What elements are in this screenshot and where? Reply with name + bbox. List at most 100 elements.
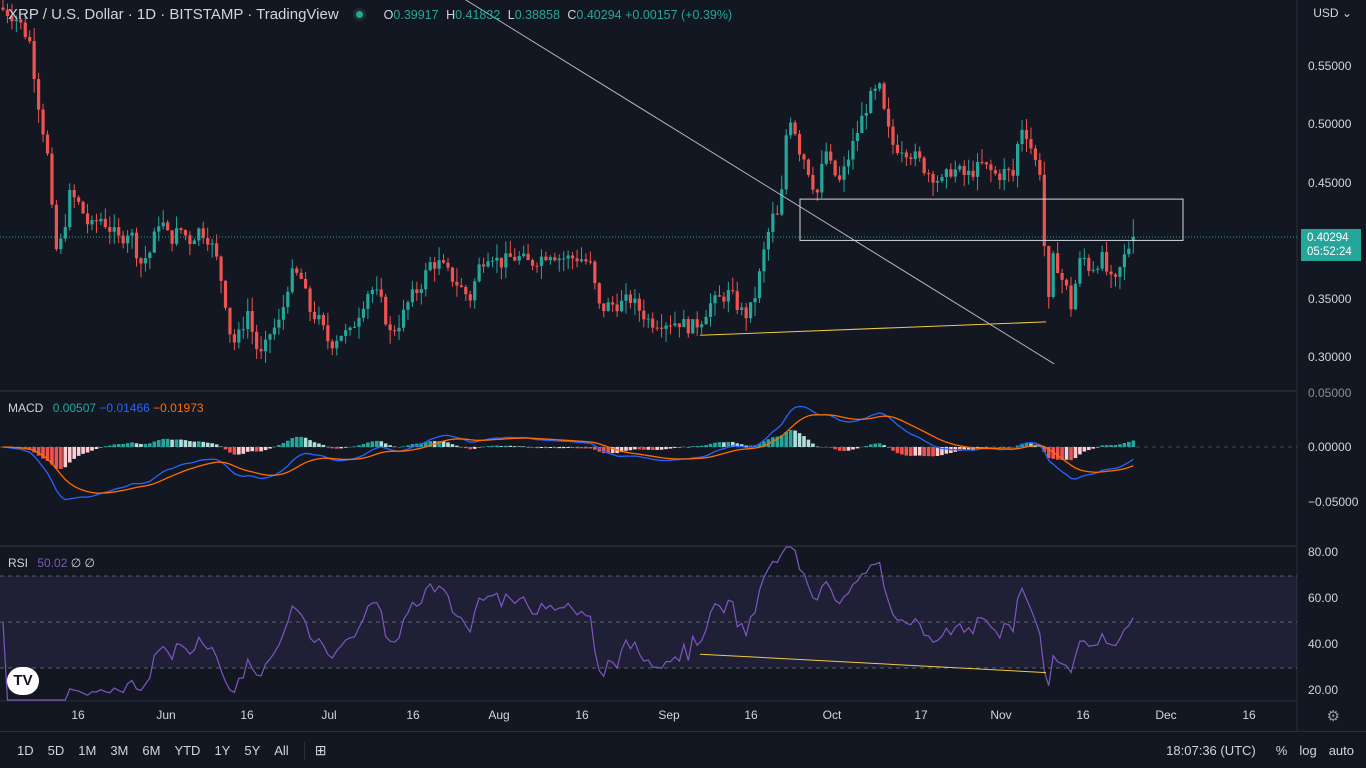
- percent-toggle[interactable]: %: [1275, 743, 1288, 758]
- candle-body: [272, 327, 277, 335]
- right-controls: 18:07:36 (UTC) % log auto: [1166, 732, 1366, 768]
- macd-histogram-bar: [54, 447, 59, 469]
- compare-icon[interactable]: ⊞: [314, 742, 327, 758]
- macd-histogram-bar: [962, 447, 966, 451]
- macd-histogram-bar: [59, 447, 63, 470]
- macd-histogram-bar: [156, 440, 161, 447]
- candle-body: [722, 296, 726, 302]
- macd-histogram-bar: [486, 446, 490, 447]
- candle-body: [112, 227, 116, 232]
- bar-countdown: 05:52:24: [1307, 246, 1352, 258]
- macd-histogram-bar: [699, 445, 704, 447]
- candle-body: [820, 163, 824, 193]
- candle-body: [1069, 285, 1073, 310]
- macd-histogram-bar: [793, 430, 797, 447]
- candle-body: [909, 157, 913, 160]
- rsi-divergence-line: [699, 653, 1047, 674]
- candle-body: [357, 317, 361, 327]
- macd-histogram-bar: [846, 447, 851, 451]
- macd-histogram-bar: [472, 447, 477, 449]
- timeframe-ytd[interactable]: YTD: [174, 743, 201, 758]
- candle-body: [597, 283, 601, 304]
- time-axis-label: 16: [1242, 708, 1256, 722]
- macd-histogram-bar: [570, 447, 575, 449]
- macd-histogram-bar: [277, 445, 281, 447]
- candle-body: [326, 325, 330, 342]
- macd-histogram-bar: [873, 443, 877, 447]
- macd-histogram-bar: [1042, 447, 1047, 452]
- candle-body: [259, 349, 263, 352]
- macd-histogram-bar: [99, 447, 103, 448]
- macd-histogram-bar: [125, 443, 130, 447]
- macd-line: [2, 405, 1134, 501]
- candle-body: [157, 226, 161, 232]
- macd-histogram-bar: [406, 445, 410, 447]
- candle-body: [530, 260, 535, 266]
- candle-body: [548, 257, 552, 261]
- gear-icon[interactable]: ⚙: [1326, 708, 1340, 725]
- macd-histogram-bar: [815, 446, 820, 448]
- auto-toggle[interactable]: auto: [1328, 743, 1354, 758]
- macd-histogram-bar: [201, 441, 206, 447]
- macd-histogram-bar: [495, 445, 499, 447]
- candle-body: [81, 201, 85, 214]
- symbol-title[interactable]: XRP / U.S. Dollar · 1D · BITSTAMP · Trad…: [8, 6, 339, 23]
- candle-body: [571, 255, 575, 259]
- macd-histogram-bar: [993, 447, 998, 448]
- timeframe-3m[interactable]: 3M: [110, 743, 129, 758]
- candle-body: [121, 235, 125, 244]
- candle-body: [780, 189, 784, 215]
- trendline: [699, 321, 1047, 336]
- rsi-legend[interactable]: RSI 50.02 ∅ ∅: [8, 556, 95, 570]
- candle-body: [32, 41, 36, 80]
- timeframe-all[interactable]: All: [274, 743, 289, 758]
- macd-histogram-bar: [1006, 447, 1011, 448]
- candle-body: [522, 253, 526, 257]
- macd-histogram-bar: [1118, 444, 1122, 447]
- macd-histogram-bar: [464, 447, 468, 449]
- timeframe-1y[interactable]: 1Y: [214, 743, 231, 758]
- candle-body: [757, 271, 762, 299]
- candle-body: [615, 304, 619, 312]
- timeframe-5y[interactable]: 5Y: [244, 743, 261, 758]
- chevron-down-icon: ⌄: [1341, 6, 1352, 20]
- candle-body: [490, 260, 495, 262]
- macd-signal-value: −0.01973: [153, 401, 204, 415]
- macd-histogram-bar: [779, 435, 784, 447]
- macd-histogram-bar: [606, 447, 610, 454]
- time-axis-label: Nov: [990, 708, 1012, 722]
- candle-body: [1087, 257, 1091, 271]
- timeframe-5d[interactable]: 5D: [47, 743, 65, 758]
- macd-histogram-bar: [383, 443, 388, 447]
- macd-histogram-bar: [646, 447, 651, 450]
- macd-histogram-bar: [423, 442, 428, 447]
- candle-body: [606, 302, 610, 312]
- macd-histogram-bar: [1024, 443, 1029, 447]
- utc-clock[interactable]: 18:07:36 (UTC): [1166, 743, 1256, 758]
- candle-body: [268, 334, 272, 340]
- log-toggle[interactable]: log: [1299, 743, 1317, 758]
- currency-selector[interactable]: USD ⌄: [1313, 6, 1352, 20]
- candle-body: [23, 22, 27, 38]
- macd-histogram-bar: [820, 447, 824, 448]
- timeframe-1m[interactable]: 1M: [78, 743, 97, 758]
- candle-body: [379, 289, 383, 297]
- macd-legend[interactable]: MACD 0.00507 −0.01466 −0.01973: [8, 401, 204, 415]
- candle-body: [753, 298, 757, 303]
- candle-body: [749, 302, 753, 319]
- timeframe-6m[interactable]: 6M: [142, 743, 161, 758]
- macd-histogram-bar: [512, 446, 517, 447]
- macd-histogram-bar: [851, 447, 855, 450]
- macd-histogram-bar: [944, 447, 949, 454]
- macd-histogram-bar: [940, 447, 944, 456]
- macd-histogram-bar: [183, 440, 188, 447]
- tradingview-logo-icon[interactable]: TV: [7, 667, 39, 695]
- candle-body: [308, 288, 312, 312]
- macd-signal-line: [2, 414, 1134, 494]
- candle-body: [544, 256, 548, 261]
- macd-histogram-bar: [842, 447, 846, 451]
- candle-body: [152, 231, 156, 253]
- timeframe-1d[interactable]: 1D: [17, 743, 34, 758]
- time-axis-label: Sep: [658, 708, 680, 722]
